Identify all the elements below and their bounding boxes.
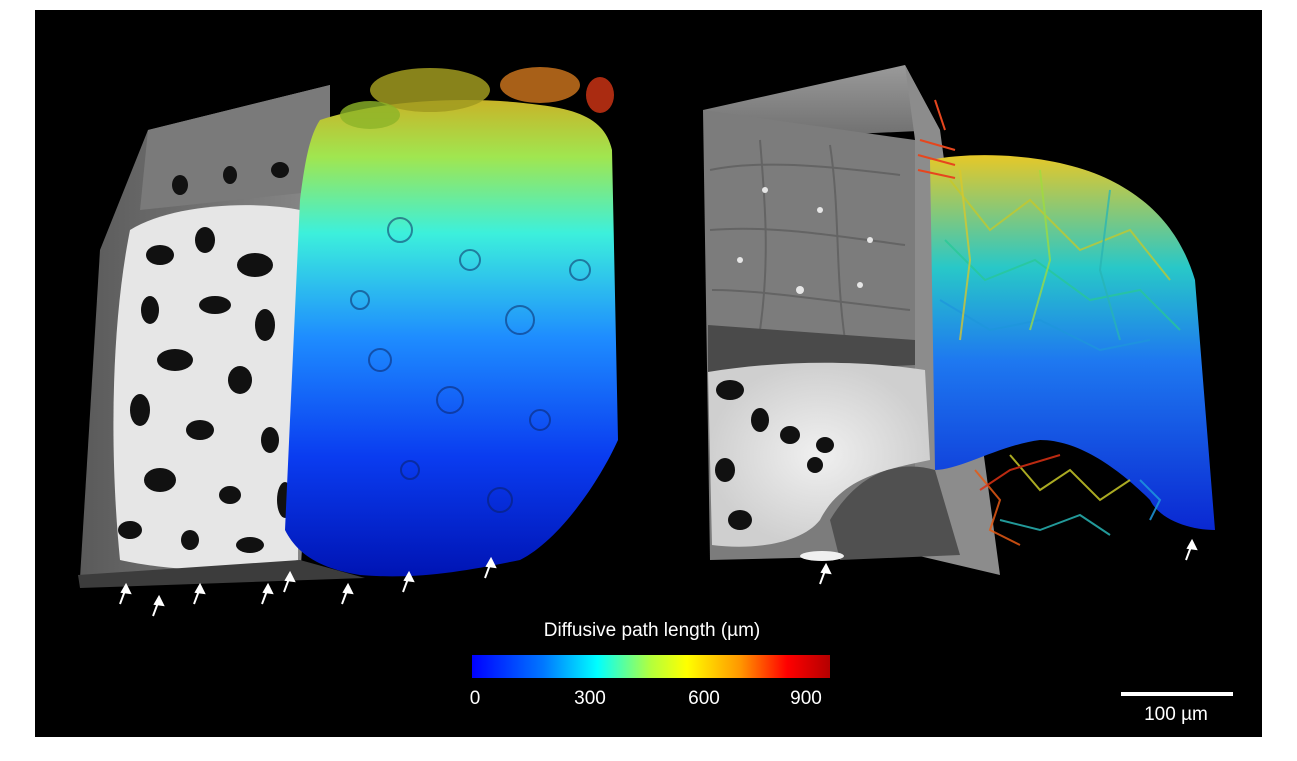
left-arrows xyxy=(119,556,497,617)
colorbar-tick-900: 900 xyxy=(790,688,822,709)
arrow-icon xyxy=(261,582,274,605)
left-color-volume xyxy=(285,100,618,577)
right-grey-lower xyxy=(830,466,960,560)
right-white-lens xyxy=(800,551,844,561)
colorbar xyxy=(472,655,830,678)
right-volume-render xyxy=(703,65,1215,585)
left-floor xyxy=(78,560,365,588)
arrow-icon xyxy=(119,582,132,605)
right-top-streaks xyxy=(917,99,956,179)
arrow-icon xyxy=(1185,538,1198,561)
colorbar-tick-0: 0 xyxy=(469,688,481,709)
colorbar-title: Diffusive path length (µm) xyxy=(543,620,761,641)
colorbar-tick-600: 600 xyxy=(688,688,720,709)
arrow-icon xyxy=(341,582,354,605)
right-white-region xyxy=(708,362,930,547)
right-network-mesh xyxy=(939,169,1181,352)
right-arrows xyxy=(819,538,1198,585)
right-grain-lines xyxy=(709,139,911,341)
right-lower-network xyxy=(974,454,1162,546)
arrow-icon xyxy=(152,594,165,617)
colorbar-tick-300: 300 xyxy=(574,688,606,709)
left-white-region xyxy=(113,205,300,570)
arrow-icon xyxy=(193,582,206,605)
right-color-slab xyxy=(930,155,1215,531)
arrow-icon xyxy=(283,570,296,593)
arrow-icon xyxy=(402,570,415,593)
arrow-icon xyxy=(819,562,832,585)
scale-bar-label: 100 µm xyxy=(1144,704,1208,725)
left-color-pores xyxy=(350,217,591,513)
left-striated-band xyxy=(140,85,330,210)
arrow-icon xyxy=(484,556,497,579)
right-pores xyxy=(715,380,834,530)
left-pores xyxy=(118,162,293,553)
right-dark-band xyxy=(708,325,915,375)
left-volume-render xyxy=(78,67,618,617)
left-top-debris xyxy=(340,67,614,129)
scale-bar xyxy=(1121,692,1233,696)
right-bright-points xyxy=(737,187,873,294)
